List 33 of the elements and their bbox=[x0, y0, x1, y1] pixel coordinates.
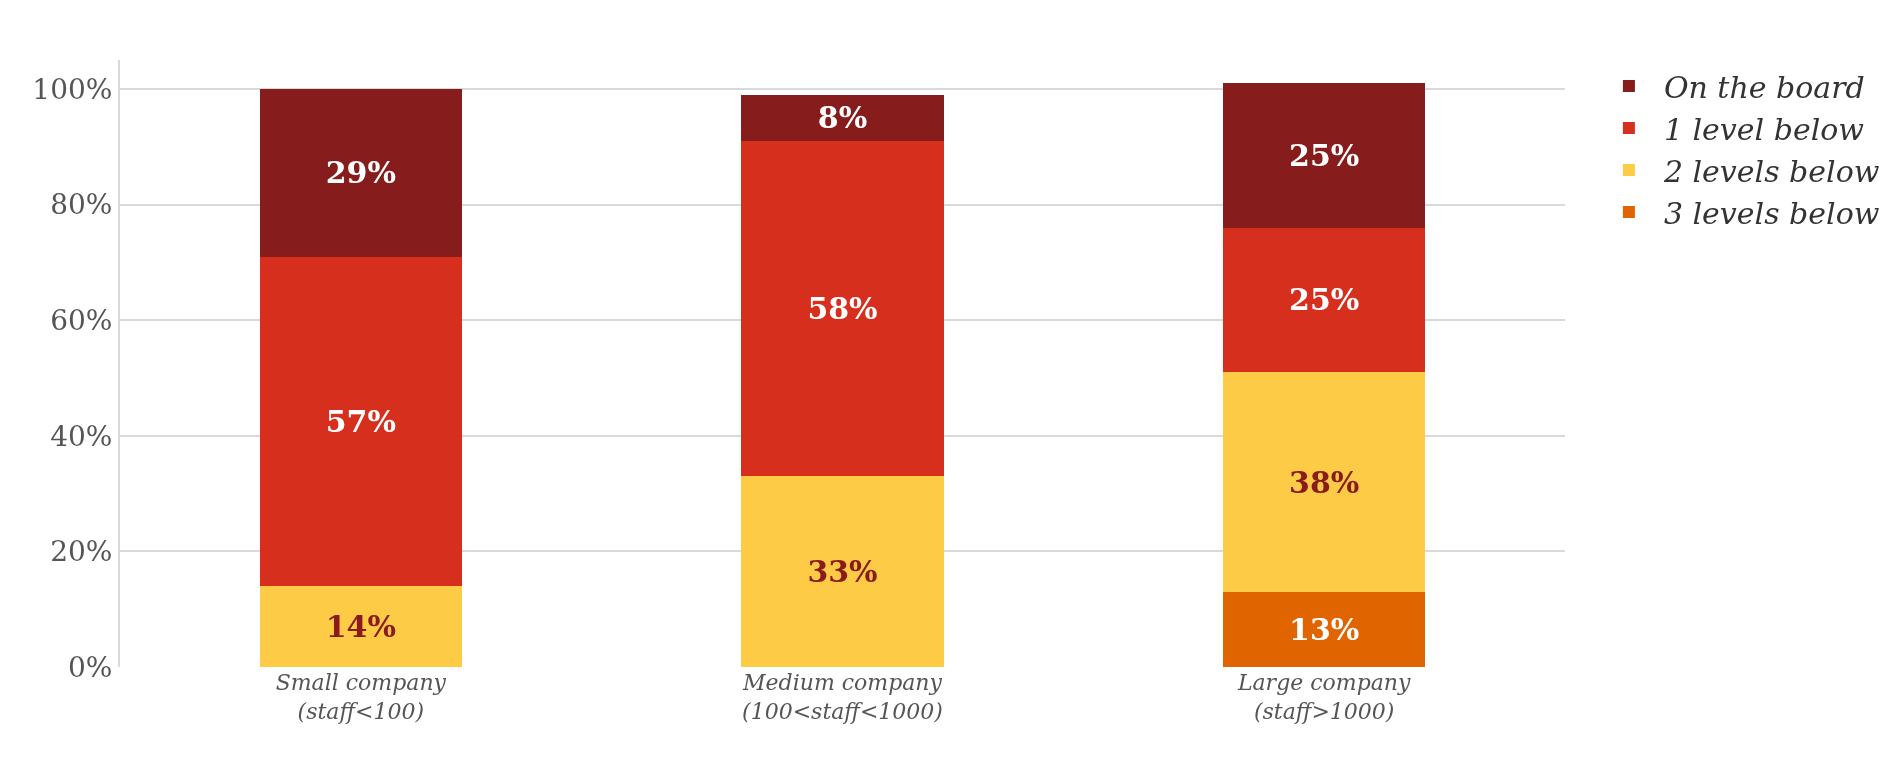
y-tick-label: 60% bbox=[50, 303, 113, 337]
data-label: 25% bbox=[1289, 282, 1360, 318]
bar bbox=[1223, 372, 1426, 592]
data-label: 29% bbox=[325, 155, 396, 191]
data-label: 33% bbox=[807, 554, 878, 590]
bar bbox=[259, 586, 462, 667]
bar bbox=[1223, 227, 1426, 373]
legend-label: 3 levels below bbox=[1663, 195, 1880, 231]
legend-label: On the board bbox=[1663, 69, 1865, 105]
data-label: 38% bbox=[1289, 464, 1360, 500]
x-tick-label: Small company (staff<100) bbox=[275, 670, 447, 724]
legend-label: 1 level below bbox=[1663, 111, 1865, 147]
bar bbox=[259, 256, 462, 587]
data-label: 25% bbox=[1289, 137, 1360, 173]
data-label: 57% bbox=[325, 403, 396, 439]
data-label: 8% bbox=[817, 100, 868, 136]
bar bbox=[259, 88, 462, 257]
bar bbox=[1223, 83, 1426, 228]
y-tick-label: 40% bbox=[50, 419, 113, 453]
data-label: 13% bbox=[1289, 611, 1360, 647]
x-tick-label: Large company (staff>1000) bbox=[1236, 670, 1412, 724]
bar bbox=[1223, 591, 1426, 667]
bar bbox=[741, 140, 944, 477]
y-tick-label: 20% bbox=[50, 535, 113, 569]
y-tick-label: 80% bbox=[50, 188, 113, 222]
data-label: 14% bbox=[325, 609, 396, 645]
legend-label: 2 levels below bbox=[1662, 153, 1880, 189]
y-tick-label: 100% bbox=[32, 72, 113, 106]
bar bbox=[741, 94, 944, 141]
data-label: 58% bbox=[807, 291, 878, 327]
bar bbox=[741, 476, 944, 667]
y-tick-label: 0% bbox=[67, 650, 113, 684]
x-tick-label: Medium company (100<staff<1000) bbox=[742, 670, 943, 724]
